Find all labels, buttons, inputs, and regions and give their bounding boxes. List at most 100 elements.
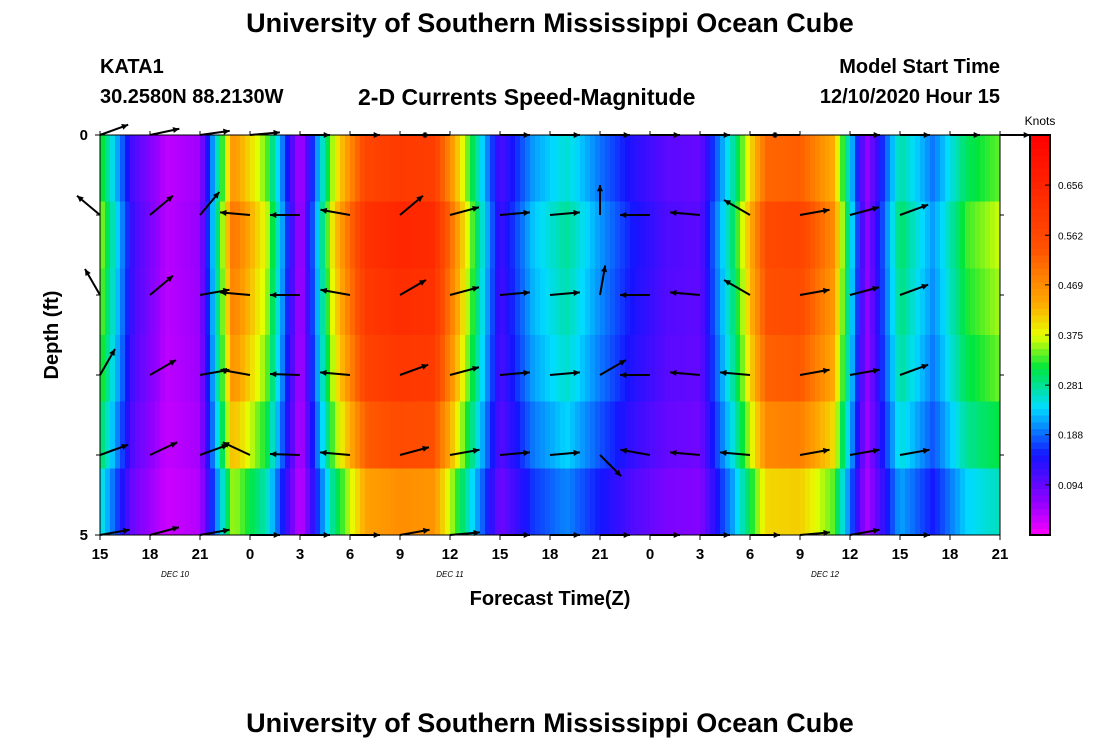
heatmap-cell <box>890 401 896 469</box>
heatmap-cell <box>970 268 976 336</box>
heatmap-cell <box>510 268 516 336</box>
current-vector <box>149 359 177 376</box>
heatmap-cell <box>570 401 576 469</box>
heatmap-cell <box>735 135 741 203</box>
heatmap-cell <box>690 401 696 469</box>
heatmap-cell <box>660 401 666 469</box>
heatmap-cell <box>825 201 831 269</box>
heatmap-cell <box>460 335 466 403</box>
heatmap-cell <box>745 201 751 269</box>
heatmap-cell <box>545 401 551 469</box>
heatmap-cell <box>240 468 246 536</box>
heatmap-cell <box>970 135 976 203</box>
heatmap-cell <box>720 335 726 403</box>
heatmap-cell <box>870 401 876 469</box>
current-vector <box>300 131 330 139</box>
heatmap-cell <box>160 201 166 269</box>
colorbar-segment <box>1030 295 1050 303</box>
heatmap-cell <box>775 201 781 269</box>
heatmap-cell <box>815 201 821 269</box>
heatmap-cell <box>360 468 366 536</box>
heatmap-cell <box>390 135 396 203</box>
current-vector <box>399 445 430 456</box>
heatmap-cell <box>995 468 1001 536</box>
heatmap-cell <box>275 201 281 269</box>
current-vector <box>320 369 351 376</box>
heatmap-cell <box>760 135 766 203</box>
current-vector <box>723 199 751 216</box>
current-vector <box>99 443 129 456</box>
colorbar-segment <box>1030 215 1050 223</box>
heatmap-cell <box>250 401 256 469</box>
heatmap-cell <box>825 401 831 469</box>
heatmap-cell <box>515 135 521 203</box>
heatmap-cell <box>745 268 751 336</box>
heatmap-cell <box>130 201 136 269</box>
heatmap-cell <box>130 135 136 203</box>
heatmap-cell <box>890 468 896 536</box>
heatmap-cell <box>215 335 221 403</box>
heatmap-cell <box>985 468 991 536</box>
heatmap-cell <box>430 135 436 203</box>
heatmap-cell <box>400 468 406 536</box>
colorbar-segment <box>1030 261 1050 269</box>
current-vector <box>500 531 530 539</box>
heatmap-cell <box>975 335 981 403</box>
heatmap-cell <box>475 401 481 469</box>
heatmap-cell <box>845 335 851 403</box>
heatmap-cell <box>390 335 396 403</box>
heatmap-cell <box>110 468 116 536</box>
heatmap-cell <box>355 335 361 403</box>
colorbar-segment <box>1030 235 1050 243</box>
x-tick-label: 21 <box>592 546 609 563</box>
heatmap-cell <box>320 201 326 269</box>
heatmap-cell <box>600 468 606 536</box>
heatmap-cell <box>310 268 316 336</box>
heatmap-cell <box>285 335 291 403</box>
heatmap-cell <box>650 335 656 403</box>
heatmap-cell <box>270 268 276 336</box>
heatmap-cell <box>120 468 126 536</box>
heatmap-cell <box>205 335 211 403</box>
heatmap-cell <box>805 335 811 403</box>
heatmap-cell <box>835 468 841 536</box>
heatmap-cell <box>675 335 681 403</box>
heatmap-cell <box>725 401 731 469</box>
heatmap-cell <box>630 468 636 536</box>
heatmap-cell <box>645 335 651 403</box>
heatmap-cell <box>790 201 796 269</box>
heatmap-cell <box>600 401 606 469</box>
heatmap-cell <box>580 268 586 336</box>
heatmap-cell <box>780 335 786 403</box>
heatmap-cell <box>875 268 881 336</box>
heatmap-cell <box>145 201 151 269</box>
heatmap-cell <box>605 335 611 403</box>
heatmap-cell <box>575 135 581 203</box>
colorbar-segment <box>1030 341 1050 349</box>
heatmap-cell <box>635 135 641 203</box>
heatmap-cell <box>580 135 586 203</box>
heatmap-cell <box>265 135 271 203</box>
heatmap-cell <box>325 401 331 469</box>
colorbar-segment <box>1030 195 1050 203</box>
heatmap-cell <box>995 201 1001 269</box>
heatmap-cell <box>810 201 816 269</box>
heatmap-cell <box>645 268 651 336</box>
heatmap-cell <box>535 468 541 536</box>
heatmap-cell <box>880 201 886 269</box>
heatmap-cell <box>335 201 341 269</box>
current-vector <box>549 289 580 296</box>
heatmap-cell <box>570 335 576 403</box>
heatmap-cell <box>310 135 316 203</box>
heatmap-cell <box>505 135 511 203</box>
heatmap-cell <box>105 135 111 203</box>
heatmap-cell <box>975 268 981 336</box>
heatmap-cell <box>360 201 366 269</box>
day-label: DEC 10 <box>161 570 190 579</box>
current-vector <box>900 131 930 139</box>
heatmap-cell <box>680 135 686 203</box>
heatmap-cell <box>405 201 411 269</box>
heatmap-cell <box>485 335 491 403</box>
heatmap-cell <box>855 268 861 336</box>
heatmap-cell <box>875 401 881 469</box>
